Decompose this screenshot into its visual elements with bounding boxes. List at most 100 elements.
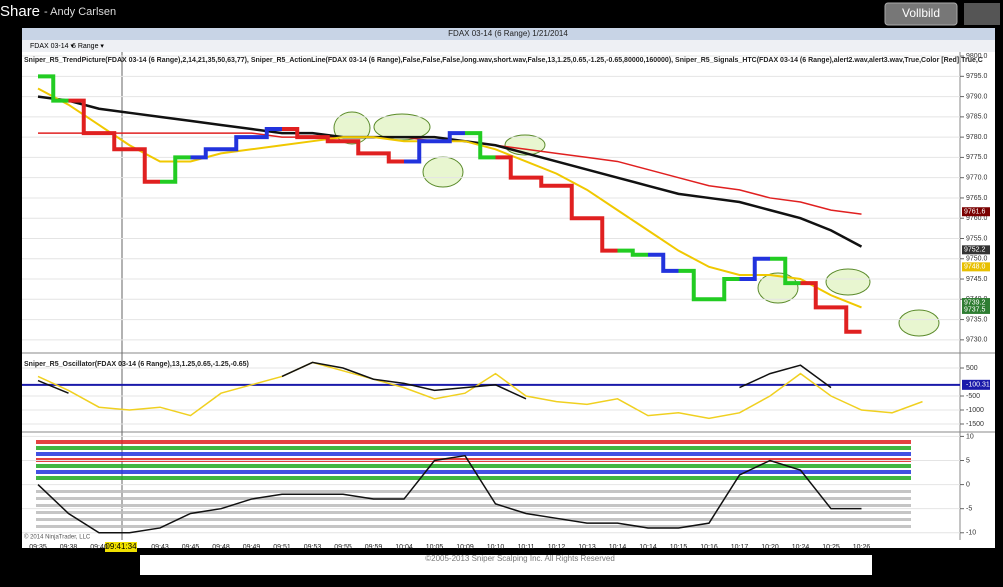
series-line xyxy=(37,361,923,420)
y-tick-label: 9750.0 xyxy=(966,256,988,263)
level-box xyxy=(962,379,990,390)
price-marker-label: 9748.0 xyxy=(964,264,986,271)
x-tick-label: 10:25 xyxy=(822,544,840,551)
x-tick-label: 10:05 xyxy=(426,544,444,551)
view-toggle[interactable] xyxy=(964,3,1000,25)
series-line xyxy=(37,454,862,534)
y-tick-label: 5 xyxy=(966,457,970,464)
price-segment xyxy=(617,248,648,257)
price-segment xyxy=(404,139,435,164)
crosshair-time-box xyxy=(105,542,137,552)
y-tick-label: 9735.0 xyxy=(966,316,988,323)
footer: ©2005-2013 Sniper Scalping Inc. All Righ… xyxy=(425,554,615,563)
user: - Andy Carlsen xyxy=(44,6,116,18)
price-marker-label: 9752.2 xyxy=(964,247,986,254)
y-tick-label: 9760.0 xyxy=(966,215,988,222)
y-tick-label: -1000 xyxy=(966,407,984,414)
x-tick-label: 09:43 xyxy=(151,544,169,551)
y-tick-label: 9755.0 xyxy=(966,235,988,242)
y-tick-label: 10 xyxy=(966,433,974,440)
y-tick-label: -500 xyxy=(966,393,980,400)
price-segment xyxy=(129,147,160,184)
x-tick-label: 10:24 xyxy=(792,544,810,551)
price-segment xyxy=(68,98,99,136)
price-segment xyxy=(221,135,252,152)
x-tick-label: 09:51 xyxy=(273,544,291,551)
price-marker xyxy=(962,298,990,308)
y-tick-label: -10 xyxy=(966,530,976,537)
y-tick-label: 9770.0 xyxy=(966,175,988,182)
level-label: -100.31 xyxy=(966,382,990,389)
x-tick-label: 10:04 xyxy=(395,544,413,551)
x-tick-label: 09:49 xyxy=(243,544,261,551)
x-tick-label: 10:11 xyxy=(518,544,535,551)
toolbar-instrument[interactable]: FDAX 03-14 ▾ xyxy=(30,43,74,50)
y-tick-label: 9800.0 xyxy=(966,53,988,60)
y-tick-label: 9745.0 xyxy=(966,276,988,283)
price-segment xyxy=(800,281,831,310)
x-tick-label: 09:45 xyxy=(182,544,200,551)
x-tick-label: 10:17 xyxy=(731,544,749,551)
x-tick-label: 10:13 xyxy=(578,544,596,551)
price-marker-label: 9761.6 xyxy=(964,209,986,216)
x-tick-label: 09:35 xyxy=(29,544,47,551)
price-segment xyxy=(282,127,313,140)
price-marker xyxy=(962,245,990,255)
toolbar xyxy=(22,40,995,52)
price-segment xyxy=(709,277,740,302)
y-tick-label: -5 xyxy=(966,506,972,513)
price-segment xyxy=(678,268,709,302)
price-segment xyxy=(251,127,282,140)
price-segment xyxy=(648,252,679,273)
price-segment xyxy=(739,256,770,282)
indicator-label: Sniper_R5_TrendPicture(FDAX 03-14 (6 Ran… xyxy=(24,57,983,64)
price-segment xyxy=(587,216,618,253)
x-tick-label: 10:10 xyxy=(487,544,505,551)
y-tick-label: 9795.0 xyxy=(966,73,988,80)
price-marker xyxy=(962,262,990,272)
x-tick-label: 10:09 xyxy=(456,544,474,551)
x-tick-label: 10:12 xyxy=(548,544,566,551)
y-tick-label: 9775.0 xyxy=(966,154,988,161)
price-segment xyxy=(373,151,404,164)
price-marker xyxy=(962,207,990,217)
price-segment xyxy=(38,74,69,103)
x-tick-label: 09:48 xyxy=(212,544,230,551)
y-tick-label: -1500 xyxy=(966,421,984,428)
toolbar-period[interactable]: 6 Range ▾ xyxy=(72,43,104,50)
y-tick-label: 9730.0 xyxy=(966,337,988,344)
share: Share xyxy=(0,3,40,20)
price-segment xyxy=(556,183,587,221)
price-marker-label: 9739.2 xyxy=(964,299,986,306)
window-title: FDAX 03-14 (6 Range) 1/21/2014 xyxy=(448,29,568,38)
y-tick-label: 9780.0 xyxy=(966,134,988,141)
fullscreen-button[interactable] xyxy=(884,2,958,26)
x-tick-label: 10:15 xyxy=(670,544,688,551)
y-tick-label: 9785.0 xyxy=(966,114,988,121)
price-marker xyxy=(962,304,990,314)
footer-bar xyxy=(140,555,872,575)
fullscreen-label[interactable]: Vollbild xyxy=(902,6,940,20)
x-tick-label: 10:14 xyxy=(609,544,627,551)
x-tick-label: 10:20 xyxy=(761,544,779,551)
price-segment xyxy=(434,131,465,144)
price-segment xyxy=(312,135,343,144)
x-tick-label: 09:38 xyxy=(60,544,78,551)
x-tick-label: 09:55 xyxy=(334,544,352,551)
price-marker-label: 9737.5 xyxy=(964,306,986,313)
x-tick-label: 09:59 xyxy=(365,544,383,551)
x-tick-label: 10:14 xyxy=(639,544,657,551)
x-tick-label: 10:26 xyxy=(853,544,871,551)
price-segment xyxy=(343,139,374,156)
x-tick-label: 09:40 xyxy=(90,544,108,551)
x-tick-label: 09:53 xyxy=(304,544,322,551)
x-tick-label: 10:16 xyxy=(700,544,718,551)
panel-label: Sniper_R5_Oscillator(FDAX 03-14 (6 Range… xyxy=(24,361,249,368)
crosshair-time: 09:41:34 xyxy=(105,542,137,551)
price-segment xyxy=(190,147,221,160)
price-segment xyxy=(770,256,801,286)
price-segment xyxy=(99,131,130,152)
y-tick-label: 9765.0 xyxy=(966,195,988,202)
